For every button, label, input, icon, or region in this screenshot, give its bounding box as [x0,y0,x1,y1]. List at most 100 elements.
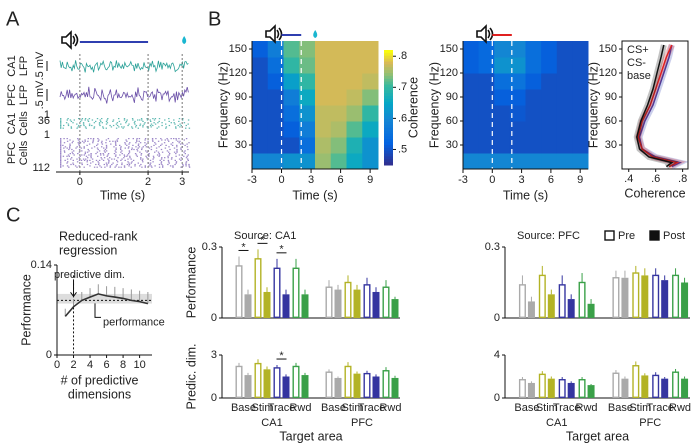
spike [101,146,103,148]
spike [140,163,142,166]
spike [123,166,126,168]
spike [77,153,79,155]
bar [612,372,620,398]
cell-tick-label: 1 [44,109,50,121]
heat-cell [478,105,495,122]
spike [179,123,181,125]
spike [120,123,122,125]
spike [91,158,94,160]
spike [93,146,96,148]
colorbar-cell [384,87,393,91]
spike [131,161,133,163]
spike [97,148,99,151]
spike [97,143,99,145]
annotation: Reduced-rank [59,229,138,243]
bar [244,375,252,398]
spike [121,150,123,152]
spike [71,142,73,144]
spike [160,162,162,164]
bar [301,294,309,318]
heat-cell [267,89,284,106]
spike [60,120,62,122]
spike [92,140,94,142]
spike [186,155,188,157]
spike [152,118,154,120]
spike [69,119,72,121]
spike [78,157,80,159]
spike [84,118,87,120]
spike [86,144,88,146]
spike [187,148,189,151]
spike [79,155,81,157]
spike [176,151,178,153]
spike [101,143,104,145]
colorbar-cell [384,101,393,106]
spike [105,144,108,146]
spike [180,124,182,127]
spike [132,138,134,140]
spike [128,138,130,140]
heat-cell [283,105,300,122]
colorbar-label: Coherence [406,77,420,138]
spike [103,154,105,156]
spike [64,151,66,153]
spike [168,120,170,122]
spike [140,157,142,159]
heat-cell [315,41,332,58]
heat-cell [509,153,526,170]
spike [175,161,178,163]
row-label: CA1 [6,55,18,76]
spike [83,154,85,156]
spike [93,166,96,168]
spike [149,119,151,121]
spike [150,146,153,148]
x-tick-label: 0 [278,174,284,186]
spike [78,159,81,161]
spike [60,122,62,124]
spike [93,122,96,124]
spike [151,139,154,141]
spike [173,138,175,140]
spike [87,157,89,159]
x-tick-label: Base [514,402,539,414]
spike [110,126,113,128]
spike [80,147,83,149]
bar [538,274,546,318]
spike [120,166,122,168]
spike [158,163,161,166]
spike [109,165,112,167]
heat-cell [346,121,363,138]
spike [105,127,107,129]
spike [185,162,187,164]
spike [96,144,98,146]
spike [170,122,172,124]
spike [129,155,131,157]
x-tick-label: 0 [77,176,83,188]
bar [681,378,689,398]
y-tick-label: 30 [605,139,617,151]
y-tick-label: 30 [446,139,458,151]
spike [114,142,117,144]
x-tick-label: 9 [577,174,583,186]
spike [139,142,142,144]
spike [185,124,187,127]
spike [60,146,62,148]
spike [60,151,62,153]
colorbar-cell [384,84,393,88]
heat-cell [252,41,269,58]
spike [62,144,64,146]
spike [160,148,163,151]
bar [325,371,333,399]
spike [100,166,103,168]
colorbar-cell [384,116,393,120]
legend-label: CS- [627,57,646,69]
spike [126,154,129,156]
spike [153,144,155,146]
spike [172,142,174,144]
spike [66,165,69,167]
panel-letter: B [208,8,221,30]
spike [123,154,125,156]
scale-label: .5 mV [34,80,46,109]
spike [84,139,86,141]
spike [133,148,135,151]
